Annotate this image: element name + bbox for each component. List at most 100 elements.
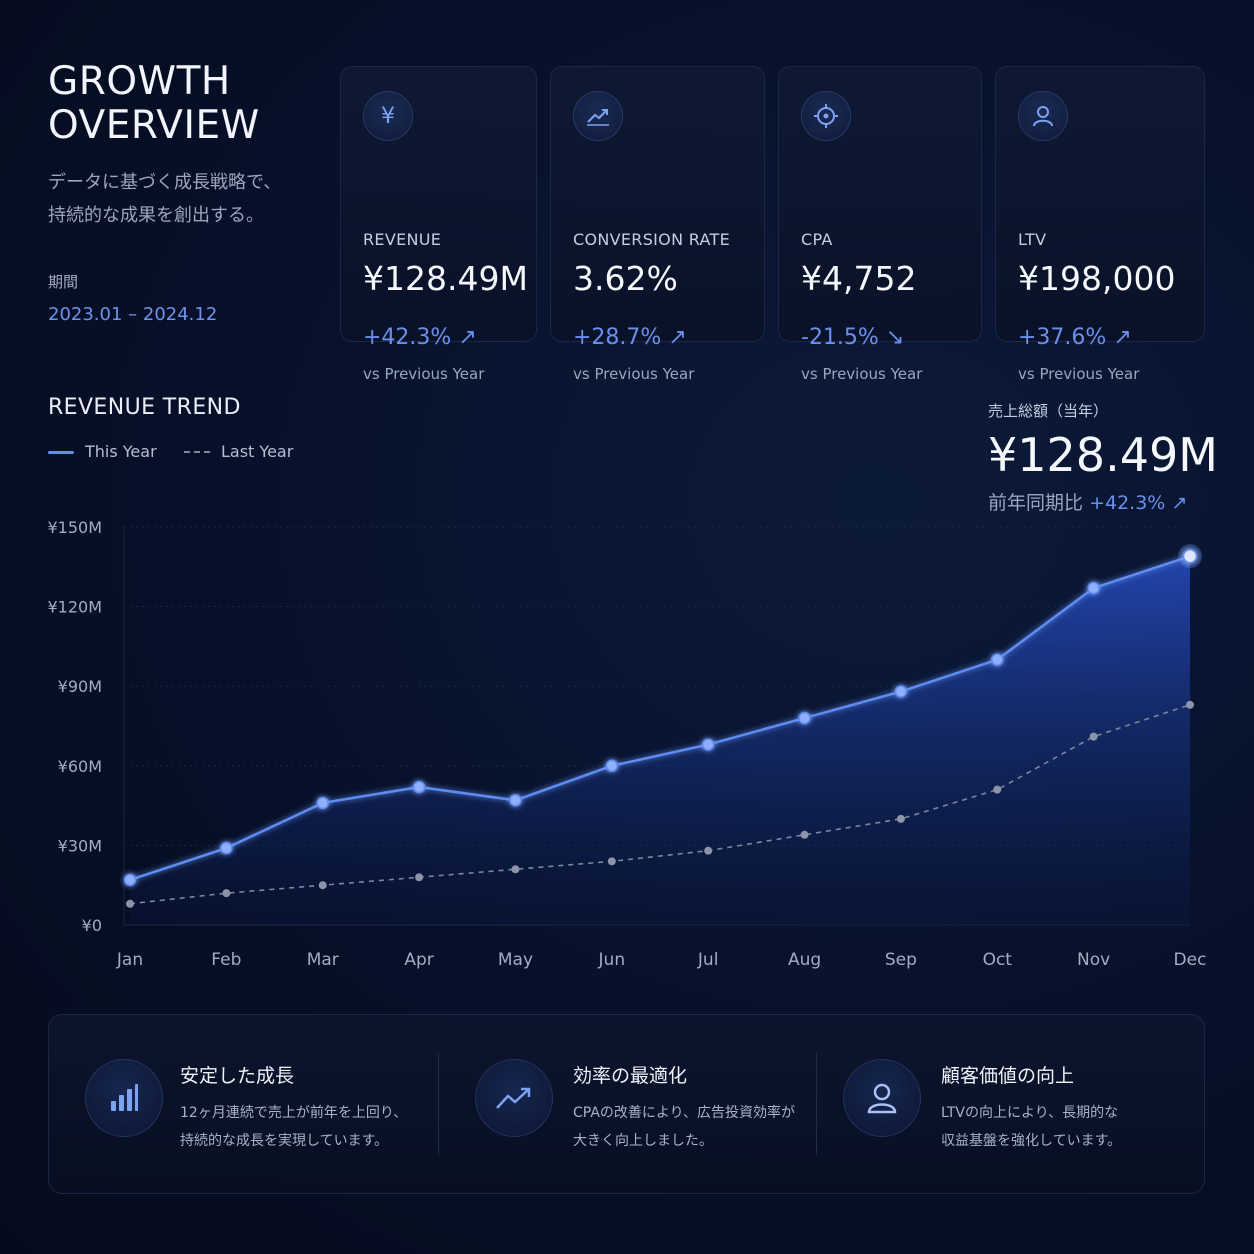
y-tick-label: ¥60M bbox=[58, 757, 102, 776]
point-this-year bbox=[991, 653, 1004, 666]
y-tick-label: ¥30M bbox=[58, 836, 102, 855]
kpi-label: CPA bbox=[801, 230, 833, 249]
line-last-year bbox=[129, 704, 1191, 905]
feature-desc-line: CPAの改善により、広告投資効率が bbox=[573, 1105, 796, 1121]
feature-desc-line: 持続的な成長を実現しています。 bbox=[180, 1133, 389, 1149]
kpi-label: CONVERSION RATE bbox=[573, 230, 730, 249]
feature-desc-line: 大きく向上しました。 bbox=[573, 1133, 713, 1149]
kpi-compare: vs Previous Year bbox=[573, 365, 695, 383]
total-value: ¥128.49M bbox=[988, 428, 1218, 482]
chart-title: REVENUE TREND bbox=[48, 395, 241, 420]
legend-label-last-year: Last Year bbox=[221, 442, 294, 461]
point-this-year bbox=[412, 780, 426, 794]
kpi-compare: vs Previous Year bbox=[801, 365, 923, 383]
point-last-year bbox=[800, 830, 809, 839]
x-tick-label: Sep bbox=[885, 950, 917, 970]
total-compare-value: +42.3% ↗ bbox=[1089, 492, 1188, 514]
point-this-year bbox=[509, 794, 522, 807]
x-tick-label: Oct bbox=[983, 950, 1013, 970]
target-icon bbox=[801, 91, 851, 141]
kpi-label: REVENUE bbox=[363, 230, 442, 249]
bar-chart-icon bbox=[85, 1059, 163, 1137]
y-tick-label: ¥90M bbox=[58, 677, 102, 696]
point-this-year bbox=[220, 841, 233, 855]
legend-label-this-year: This Year bbox=[85, 442, 157, 461]
y-tick-label: ¥150M bbox=[47, 518, 102, 537]
point-last-year bbox=[896, 814, 905, 823]
legend-swatch-last-year bbox=[184, 451, 210, 453]
point-this-year bbox=[1182, 548, 1198, 564]
total-label: 売上総額（当年） bbox=[988, 402, 1109, 420]
kpi-card-cpa[interactable]: CPA ¥4,752 -21.5% ↘ vs Previous Year bbox=[778, 66, 982, 383]
point-this-year bbox=[316, 796, 329, 810]
kpi-card-ltv[interactable]: LTV ¥198,000 +37.6% ↗ vs Previous Year bbox=[995, 66, 1205, 383]
point-this-year bbox=[123, 873, 137, 887]
revenue-trend-chart: ¥0 ¥30M ¥60M ¥90M ¥120M ¥150M Jan Feb Mar Apr May J… bbox=[47, 518, 1207, 970]
kpi-value: ¥198,000 bbox=[1018, 259, 1176, 298]
page-subtitle: データに基づく成長戦略で、 持続的な成果を創出する。 bbox=[48, 166, 328, 232]
page-title: GROWTH OVERVIEW bbox=[48, 60, 260, 148]
feature-panel: 安定した成長 12ヶ月連続で売上が前年を上回り、 持続的な成長を実現しています。… bbox=[48, 1014, 1205, 1194]
period-label: 期間 bbox=[48, 273, 79, 291]
x-tick-label: May bbox=[498, 950, 533, 970]
point-last-year bbox=[511, 865, 520, 874]
legend-swatch-this-year bbox=[48, 451, 74, 454]
point-last-year bbox=[222, 889, 231, 898]
total-compare: 前年同期比 +42.3% ↗ bbox=[988, 488, 1187, 515]
y-tick-label: ¥120M bbox=[47, 598, 102, 617]
feature-title: 安定した成長 bbox=[180, 1065, 295, 1087]
feature-title: 効率の最適化 bbox=[573, 1065, 688, 1087]
y-tick-label: ¥0 bbox=[82, 916, 102, 935]
line-this-year bbox=[129, 554, 1191, 882]
point-this-year bbox=[798, 711, 811, 725]
page-title-line1: GROWTH bbox=[48, 59, 231, 104]
point-this-year bbox=[1087, 581, 1100, 595]
x-tick-label: Feb bbox=[211, 950, 241, 970]
feature-desc-line: 収益基盤を強化しています。 bbox=[941, 1133, 1122, 1149]
feature-title: 顧客価値の向上 bbox=[941, 1065, 1075, 1087]
point-last-year bbox=[993, 785, 1002, 794]
x-tick-label: Mar bbox=[307, 950, 339, 970]
total-compare-prefix: 前年同期比 bbox=[988, 492, 1084, 514]
area-this-year bbox=[130, 556, 1190, 925]
point-last-year bbox=[1089, 732, 1098, 741]
x-tick-label: Jun bbox=[598, 950, 626, 970]
divider bbox=[816, 1053, 817, 1155]
subtitle-line1: データに基づく成長戦略で、 bbox=[48, 172, 282, 193]
point-last-year bbox=[415, 873, 424, 882]
point-this-year bbox=[701, 738, 715, 751]
feature-desc: LTVの向上により、長期的な 収益基盤を強化しています。 bbox=[941, 1099, 1191, 1155]
point-last-year bbox=[318, 881, 327, 890]
trend-up-icon bbox=[573, 91, 623, 141]
kpi-value: 3.62% bbox=[573, 259, 678, 298]
kpi-label: LTV bbox=[1018, 230, 1047, 249]
feature-desc: CPAの改善により、広告投資効率が 大きく向上しました。 bbox=[573, 1099, 823, 1155]
yen-icon: ¥ bbox=[363, 91, 413, 141]
kpi-card-revenue[interactable]: ¥ REVENUE ¥128.49M +42.3% ↗ vs Previous … bbox=[340, 66, 537, 383]
x-tick-label: Nov bbox=[1077, 950, 1110, 970]
point-last-year bbox=[607, 857, 616, 866]
point-last-year bbox=[704, 846, 713, 855]
kpi-compare: vs Previous Year bbox=[1018, 365, 1140, 383]
trend-up-icon bbox=[475, 1059, 553, 1137]
feature-desc: 12ヶ月連続で売上が前年を上回り、 持続的な成長を実現しています。 bbox=[180, 1099, 430, 1155]
point-last-year bbox=[126, 899, 134, 908]
kpi-value: ¥4,752 bbox=[801, 259, 917, 298]
feature-desc-line: LTVの向上により、長期的な bbox=[941, 1105, 1119, 1121]
period-value: 2023.01 – 2024.12 bbox=[48, 304, 218, 325]
user-icon bbox=[843, 1059, 921, 1137]
point-this-year bbox=[894, 685, 908, 698]
page-title-line2: OVERVIEW bbox=[48, 103, 260, 148]
x-tick-label: Aug bbox=[788, 950, 821, 970]
x-tick-label: Dec bbox=[1174, 950, 1207, 970]
kpi-compare: vs Previous Year bbox=[363, 365, 485, 383]
x-tick-label: Jul bbox=[697, 950, 719, 970]
kpi-change: +28.7% ↗ bbox=[573, 325, 687, 350]
user-icon bbox=[1018, 91, 1068, 141]
divider bbox=[438, 1053, 439, 1155]
x-tick-label: Jan bbox=[116, 950, 143, 970]
kpi-change: -21.5% ↘ bbox=[801, 325, 905, 350]
x-tick-label: Apr bbox=[404, 950, 433, 970]
kpi-card-conversion-rate[interactable]: CONVERSION RATE 3.62% +28.7% ↗ vs Previo… bbox=[550, 66, 765, 383]
point-this-year bbox=[605, 759, 619, 773]
